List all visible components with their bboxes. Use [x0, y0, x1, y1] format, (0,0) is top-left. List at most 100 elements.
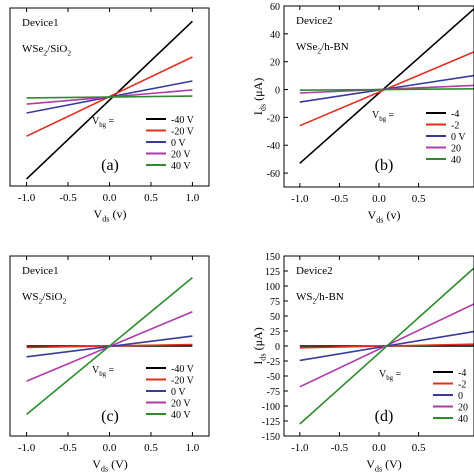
panel-a: -1.0 -0.5 0.0 0.5 1.0 Vds (v) Device1 WSe2/SiO2…	[9, 7, 210, 224]
series-line-40V	[299, 267, 474, 425]
legend-label: 40 V	[171, 161, 191, 172]
series-group	[26, 276, 193, 416]
device-label: Device2	[296, 265, 333, 277]
series-line-40V	[26, 276, 193, 416]
series-group	[299, 8, 474, 164]
y-tick-label: -60	[267, 169, 280, 180]
x-tick-label: -0.5	[59, 442, 77, 454]
material-label: WS2/h-BN	[296, 291, 344, 305]
x-tick-label: 0.5	[412, 442, 426, 454]
x-tick-label: 0.0	[103, 442, 117, 454]
x-tick-label: -1.0	[18, 442, 36, 454]
legend-label: -40 V	[171, 364, 195, 375]
legend-label: 40	[458, 414, 468, 425]
y-axis-label-text: Ids (μA)	[251, 327, 268, 364]
y-tick-label: 0	[275, 86, 280, 97]
legend-label: -20 V	[171, 376, 195, 387]
y-tick-label: 100	[265, 282, 280, 293]
x-tick-label: -0.5	[59, 192, 77, 204]
legend-label: 40 V	[171, 410, 191, 421]
y-tick-label: 25	[270, 327, 280, 338]
y-tick-label: 75	[270, 297, 280, 308]
y-tick-label: -50	[267, 372, 280, 383]
y-axis-label: Ids (μA)	[251, 78, 268, 115]
y-tick-label: 0	[275, 342, 280, 353]
panel-tag: (c)	[101, 408, 119, 425]
panel-tag: (d)	[375, 408, 394, 425]
series-line-40V	[299, 88, 474, 91]
x-tick-label: -0.5	[331, 442, 349, 454]
y-tick-label: -75	[267, 387, 280, 398]
panel-tag: (b)	[375, 157, 394, 174]
material-label: WS2/SiO2	[22, 291, 66, 305]
x-tick-label: 0.0	[103, 192, 117, 204]
x-tick-label: 1.0	[186, 192, 200, 204]
x-tick-label: -1.0	[291, 193, 309, 205]
x-axis-label: Vds (V)	[366, 457, 402, 474]
legend-title: Vbg =	[379, 369, 402, 382]
series-line-m40V	[26, 20, 193, 180]
x-tick-label: -0.5	[331, 193, 349, 205]
legend-label: 20 V	[171, 399, 191, 410]
legend-label: -2	[458, 380, 466, 391]
legend-title: Vbg =	[92, 116, 115, 129]
x-tick-label: -1.0	[291, 442, 309, 454]
device-label: Device1	[22, 17, 59, 29]
x-axis-label: Vds (v)	[368, 208, 401, 225]
y-tick-label: -150	[262, 432, 280, 443]
legend-label: 0 V	[171, 387, 186, 398]
material-label: WSe2/SiO2	[22, 43, 71, 57]
x-tick-label: -1.0	[18, 192, 36, 204]
x-tick-label: 0.0	[372, 442, 386, 454]
x-tick-label: 0.0	[372, 193, 386, 205]
legend-title: Vbg =	[372, 110, 395, 123]
y-axis-label: Ids (μA)	[251, 327, 268, 364]
series-line-40V	[26, 95, 193, 99]
panel-tag: (a)	[101, 157, 119, 174]
series-group	[26, 20, 193, 180]
x-tick-label: 0.5	[412, 193, 426, 205]
x-tick-label: 0.5	[144, 442, 158, 454]
legend-label: 20	[458, 403, 468, 414]
legend-title: Vbg =	[92, 365, 115, 378]
y-tick-label: -25	[267, 357, 280, 368]
legend-label: 0	[458, 391, 463, 402]
y-tick-label: 40	[270, 30, 280, 41]
y-tick-label: -100	[262, 402, 280, 413]
legend-label: -40 V	[171, 115, 195, 126]
x-tick-label: 1.0	[186, 442, 200, 454]
y-tick-label: 20	[270, 58, 280, 69]
y-tick-label: -125	[262, 417, 280, 428]
x-axis-label: Vds (V)	[92, 457, 128, 474]
y-tick-label: -40	[267, 141, 280, 152]
y-tick-label: 60	[270, 2, 280, 13]
device-label: Device2	[296, 15, 333, 27]
x-axis-label: Vds (v)	[94, 207, 127, 224]
legend-label: -4	[451, 109, 459, 120]
legend: Vbg = -40 V-20 V0 V20 V40 V	[92, 115, 195, 172]
y-axis-label-text: Ids (μA)	[251, 78, 268, 115]
legend-label: -20 V	[171, 127, 195, 138]
y-tick-label: 50	[270, 312, 280, 323]
legend: Vbg = -40 V-20 V0 V20 V40 V	[92, 364, 195, 421]
legend-label: 20	[451, 144, 461, 155]
legend-label: 40	[451, 155, 461, 166]
series-line-m40V	[299, 8, 474, 164]
device-label: Device1	[22, 265, 59, 277]
y-tick-label: 125	[265, 267, 280, 278]
legend-label: -4	[458, 368, 466, 379]
material-label: WSe2/h-BN	[296, 41, 349, 55]
legend-label: 20 V	[171, 150, 191, 161]
y-tick-label: 150	[265, 252, 280, 263]
panel-c: -1.0 -0.5 0.0 0.5 1.0 Vds (V) Device1 WS2/SiO2 (…	[9, 255, 210, 474]
legend-label: 0 V	[451, 132, 466, 143]
series-group	[299, 267, 474, 425]
y-tick-label: -20	[267, 113, 280, 124]
legend-label: -2	[451, 121, 459, 132]
x-tick-label: 0.5	[144, 192, 158, 204]
panel-d: -1.0 -0.5 0.0 0.5 -150 -125 -100 -75 -50 -25 0 25 50…	[251, 252, 474, 474]
